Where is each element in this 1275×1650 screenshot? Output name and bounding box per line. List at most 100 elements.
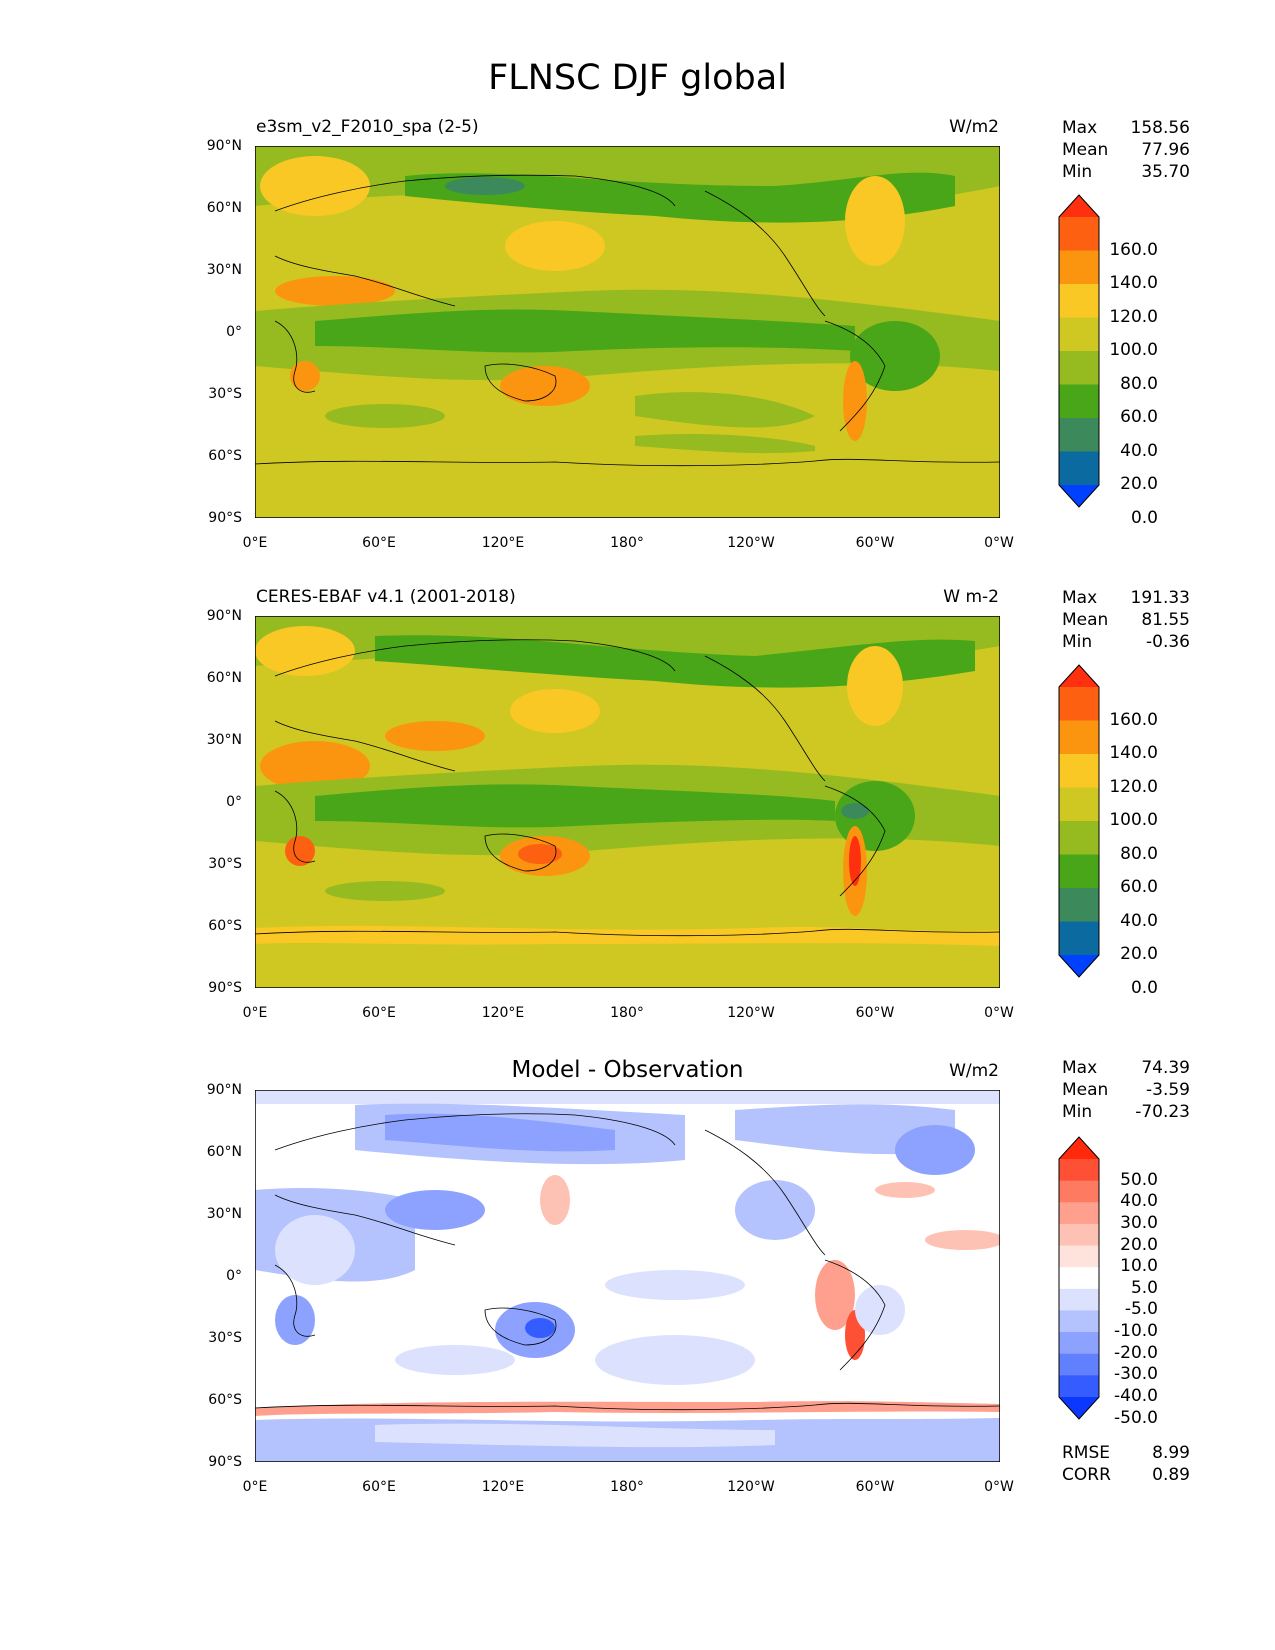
- stats-box: Max 158.56 Mean 77.96 Min 35.70: [1062, 117, 1190, 183]
- metric-value: 8.99: [1152, 1443, 1190, 1463]
- lon-label: 60°W: [855, 535, 895, 551]
- lat-label: 60°S: [208, 918, 242, 934]
- lat-label: 0°: [226, 324, 242, 340]
- colorbar-tick-label: 0.0: [1130, 977, 1158, 998]
- panel-units: W/m2: [949, 117, 999, 137]
- colorbar-segment: [1059, 1159, 1099, 1182]
- model-map-svg: [255, 146, 1000, 518]
- colorbar: 50.0 40.0 30.0 20.0 10.0 5.0 -5.0 -10.0 -20.0 -30…: [1058, 1136, 1158, 1428]
- colorbar-tick-label: -20.0: [1114, 1342, 1158, 1363]
- lon-label: 0°W: [984, 1479, 1014, 1495]
- lat-label: 30°N: [206, 262, 242, 278]
- colorbar-cap-bottom: [1059, 485, 1099, 507]
- lat-label: 90°S: [208, 1454, 242, 1470]
- colorbar-tick-label: 20.0: [1120, 944, 1158, 964]
- colorbar-segment: [1059, 854, 1099, 889]
- colorbar-cap-bottom: [1059, 1397, 1099, 1419]
- stat-label: Mean: [1062, 1080, 1109, 1100]
- colorbar-segment: [1059, 720, 1099, 755]
- colorbar-tick-label: 60.0: [1120, 407, 1158, 427]
- obs-map: [255, 616, 1000, 988]
- lat-label: 60°S: [208, 448, 242, 464]
- lon-label: 60°W: [855, 1005, 895, 1021]
- colorbar-tick-label: 40.0: [1120, 440, 1158, 461]
- stat-value: 191.33: [1130, 588, 1190, 608]
- lon-label: 180°: [610, 535, 644, 551]
- lat-label: 30°N: [206, 732, 242, 748]
- colorbar-segment: [1059, 317, 1099, 352]
- colorbar-tick-label: 140.0: [1109, 743, 1158, 763]
- lat-label: 30°S: [208, 1330, 242, 1346]
- stat-value: -0.36: [1146, 632, 1190, 652]
- colorbar-segment: [1059, 821, 1099, 855]
- colorbar-tick-label: 5.0: [1130, 1277, 1158, 1298]
- diff-map: [255, 1090, 1000, 1462]
- colorbar-tick-label: 40.0: [1120, 910, 1158, 931]
- stat-label: Max: [1062, 588, 1098, 608]
- colorbar-segment: [1059, 888, 1099, 922]
- colorbar-segment: [1059, 1223, 1099, 1247]
- colorbar-tick-label: 140.0: [1109, 273, 1158, 293]
- lat-label: 0°: [226, 1268, 242, 1284]
- figure-title: FLNSC DJF global: [488, 58, 787, 98]
- colorbar-svg: [1058, 664, 1100, 978]
- colorbar-segment: [1059, 284, 1099, 318]
- colorbar-segment: [1059, 1353, 1099, 1376]
- colorbar-segment: [1059, 921, 1099, 956]
- lat-label: 30°S: [208, 856, 242, 872]
- colorbar-cap-top: [1059, 195, 1099, 217]
- colorbar-segment: [1059, 217, 1099, 251]
- colorbar-tick-label: 120.0: [1109, 306, 1158, 327]
- colorbar-tick-label: 160.0: [1109, 239, 1158, 260]
- colorbar: 160.0 140.0 120.0 100.0 80.0 60.0 40.0 20.0 0.0: [1058, 664, 1158, 998]
- stat-label: Max: [1062, 118, 1098, 138]
- colorbar-svg: [1058, 1136, 1100, 1420]
- stat-value: 158.56: [1130, 118, 1190, 138]
- colorbar-segment: [1059, 1375, 1099, 1398]
- lat-label: 90°N: [206, 608, 242, 624]
- lat-label: 30°N: [206, 1206, 242, 1222]
- metric-value: 0.89: [1152, 1465, 1190, 1485]
- lon-label: 0°E: [242, 1005, 268, 1021]
- stat-label: Mean: [1062, 140, 1109, 160]
- lon-label: 120°W: [727, 1479, 775, 1495]
- diff-map-svg: [255, 1090, 1000, 1462]
- lon-label: 0°E: [242, 535, 268, 551]
- colorbar-tick-label: -40.0: [1114, 1386, 1158, 1406]
- colorbar-outline: [1058, 194, 1100, 508]
- stat-value: 81.55: [1141, 610, 1190, 630]
- obs-map-svg: [255, 616, 1000, 988]
- colorbar-tick-label: 0.0: [1130, 507, 1158, 528]
- lat-label: 90°S: [208, 510, 242, 526]
- colorbar-segment: [1059, 754, 1099, 788]
- colorbar-segment: [1059, 451, 1099, 486]
- panel-units: W/m2: [949, 1061, 999, 1081]
- lat-label: 0°: [226, 794, 242, 810]
- colorbar-tick-label: 50.0: [1120, 1169, 1158, 1190]
- stat-value: 77.96: [1141, 140, 1190, 160]
- lon-label: 180°: [610, 1479, 644, 1495]
- lat-label: 60°S: [208, 1392, 242, 1408]
- lon-label: 0°E: [242, 1479, 268, 1495]
- colorbar-tick-label: 30.0: [1120, 1212, 1158, 1233]
- lon-label: 120°W: [727, 1005, 775, 1021]
- colorbar-segment: [1059, 1245, 1099, 1268]
- colorbar-tick-label: 80.0: [1120, 373, 1158, 394]
- colorbar-segment: [1059, 250, 1099, 285]
- panel-units: W m-2: [943, 587, 999, 607]
- colorbar-segment: [1059, 384, 1099, 419]
- colorbar-tick-label: 100.0: [1109, 810, 1158, 830]
- colorbar-segment: [1059, 1267, 1099, 1290]
- colorbar-tick-label: -10.0: [1114, 1321, 1158, 1342]
- stats-box: Max 191.33 Mean 81.55 Min -0.36: [1062, 587, 1190, 653]
- colorbar-cap-bottom: [1059, 955, 1099, 977]
- stat-value: 74.39: [1141, 1058, 1190, 1078]
- lon-label: 120°E: [481, 1479, 525, 1495]
- stat-value: -3.59: [1146, 1080, 1190, 1100]
- metric-label: RMSE: [1062, 1443, 1111, 1463]
- panel-center-title: Model - Observation: [511, 1057, 744, 1083]
- colorbar-segment: [1059, 1310, 1099, 1333]
- colorbar-tick-label: 60.0: [1120, 877, 1158, 897]
- panel-left-title: CERES-EBAF v4.1 (2001-2018): [256, 587, 516, 607]
- colorbar-segment: [1059, 351, 1099, 385]
